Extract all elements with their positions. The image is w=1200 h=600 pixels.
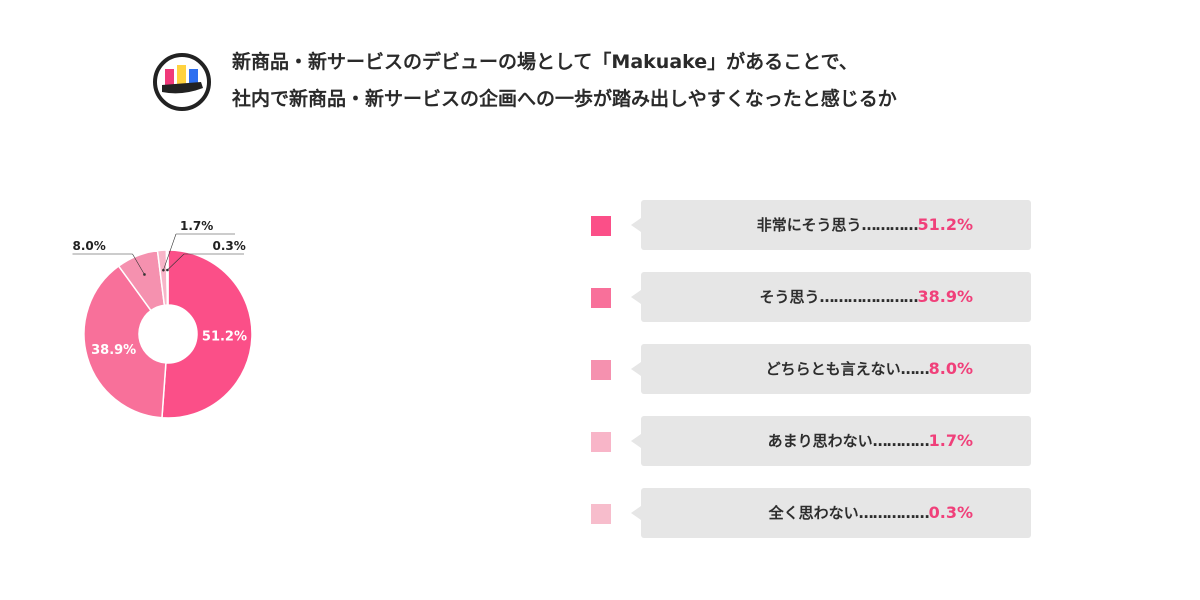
legend-dot-leader: ……………: [858, 504, 930, 522]
slice-label-3: 8.0%: [73, 239, 106, 253]
legend-item: そう思う…………………38.9%: [585, 272, 1035, 324]
legend-swatch: [591, 216, 611, 236]
legend-value: 38.9%: [917, 287, 973, 306]
legend-label: そう思う: [759, 288, 820, 306]
leader-dot-4: [162, 268, 165, 272]
donut-chart: 51.2% 38.9% 8.0% 1.7%0.3%: [72, 219, 253, 419]
title-line-2: 社内で新商品・新サービスの企画への一歩が踏み出しやすくなったと感じるか: [232, 88, 897, 110]
chart-legend: 非常にそう思う…………51.2% そう思う…………………38.9% どちらとも言えな…: [585, 200, 1035, 540]
legend-dot-leader: ……: [900, 360, 930, 378]
legend-dot-leader: …………: [861, 216, 918, 234]
slice-label-5: 0.3%: [213, 239, 246, 253]
legend-swatch: [591, 288, 611, 308]
legend-text: 全く思わない……………0.3%: [641, 488, 973, 538]
legend-value: 8.0%: [928, 359, 973, 378]
leader-line-3: [72, 253, 145, 275]
slice-label-4: 1.7%: [180, 219, 213, 233]
legend-label: あまり思わない: [767, 432, 873, 450]
legend-label: 全く思わない: [768, 504, 859, 522]
legend-dot-leader: …………………: [819, 288, 918, 306]
legend-item: あまり思わない…………1.7%: [585, 416, 1035, 468]
legend-value: 51.2%: [917, 215, 973, 234]
title-line-1: 新商品・新サービスのデビューの場として「Makuake」があることで、: [232, 51, 858, 73]
legend-label: どちらとも言えない: [765, 360, 901, 378]
slice-5: [165, 249, 169, 306]
chart-title: 新商品・新サービスのデビューの場として「Makuake」があることで、 社内で新…: [232, 44, 897, 118]
legend-item: 全く思わない……………0.3%: [585, 488, 1035, 540]
leader-line-4: [163, 233, 235, 271]
legend-bubble: 全く思わない……………0.3%: [631, 488, 1031, 538]
legend-swatch: [591, 432, 611, 452]
legend-swatch: [591, 360, 611, 380]
leader-line-5: [167, 253, 244, 271]
slice-1: [161, 249, 253, 419]
legend-text: どちらとも言えない……8.0%: [641, 344, 973, 394]
makuake-logo-icon: [153, 53, 211, 111]
legend-bubble: どちらとも言えない……8.0%: [631, 344, 1031, 394]
legend-text: 非常にそう思う…………51.2%: [641, 200, 973, 250]
legend-bubble: そう思う…………………38.9%: [631, 272, 1031, 322]
legend-label: 非常にそう思う: [756, 216, 862, 234]
legend-dot-leader: …………: [872, 432, 930, 450]
legend-item: どちらとも言えない……8.0%: [585, 344, 1035, 396]
legend-bubble: 非常にそう思う…………51.2%: [631, 200, 1031, 250]
leader-dot-3: [143, 273, 146, 276]
slice-label-1: 51.2%: [202, 330, 247, 345]
legend-text: そう思う…………………38.9%: [641, 272, 973, 322]
legend-swatch: [591, 504, 611, 524]
leader-dot-5: [166, 268, 169, 272]
chart-header: 新商品・新サービスのデビューの場として「Makuake」があることで、 社内で新…: [152, 38, 1162, 128]
legend-value: 1.7%: [928, 431, 973, 450]
legend-bubble: あまり思わない…………1.7%: [631, 416, 1031, 466]
slice-label-2: 38.9%: [91, 343, 136, 358]
legend-value: 0.3%: [928, 503, 973, 522]
legend-text: あまり思わない…………1.7%: [641, 416, 973, 466]
legend-item: 非常にそう思う…………51.2%: [585, 200, 1035, 252]
